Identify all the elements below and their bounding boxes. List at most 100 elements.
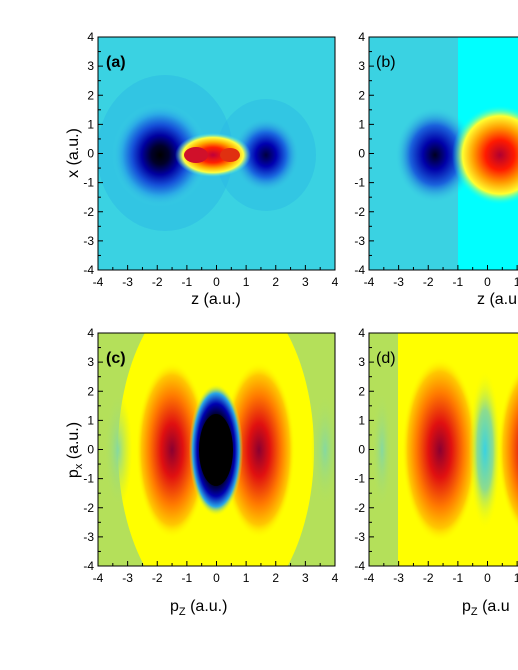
panel-d-xtick-label: -4 (364, 571, 375, 585)
panel-d-axes: -4 -3 -2 -1 0 1 -4 -3 -2 -1 0 1 2 3 4 (354, 326, 518, 585)
panel-c-xlabel-main: p (170, 598, 179, 615)
panel-a-ytick-label: -4 (83, 263, 94, 277)
panel-c-xlabel-sub: Z (179, 606, 186, 618)
panel-a-negative-lobe-right (232, 117, 300, 193)
panel-a-positive-lobe (175, 133, 251, 177)
panel-a-xtick-label: 0 (213, 275, 220, 289)
panel-c-xtick-label: -2 (152, 571, 163, 585)
panel-b-label: (b) (376, 54, 396, 71)
panel-d-ytick-label: 2 (358, 384, 365, 398)
panel-b-ytick-label: 0 (358, 147, 365, 161)
panel-c-xtick-label: -1 (182, 571, 193, 585)
panel-c-xtick-label: 4 (332, 571, 339, 585)
panel-d-weak-lobe-left (372, 390, 392, 510)
panel-c-weak-lobe-left (104, 392, 132, 508)
panel-b-positive-lobe (452, 105, 518, 205)
panel-a-xtick-label: 2 (272, 275, 279, 289)
panel-b: -4 -3 -2 -1 0 1 -4 -3 -2 -1 0 1 2 3 4 (b) z (a.u.) (354, 30, 518, 308)
panel-d-label: (d) (376, 350, 396, 367)
panel-d-xlabel-unit: (a.u (478, 598, 510, 615)
panel-d-ytick-label: 1 (358, 413, 365, 427)
panel-c-ytick-label: 0 (87, 443, 94, 457)
panel-c-ytick-label: 2 (87, 384, 94, 398)
panel-b-ytick-label: -4 (354, 263, 365, 277)
panel-b-ytick-label: -2 (354, 205, 365, 219)
panel-c-xtick-label: -4 (93, 571, 104, 585)
panel-a-label: (a) (106, 54, 126, 71)
panel-c-ylabel-sub: x (73, 463, 85, 469)
panel-d-xtick-label: 1 (514, 571, 518, 585)
panel-c-ytick-label: -1 (83, 472, 94, 486)
panel-c-ytick-label: -2 (83, 501, 94, 515)
panel-a-xtick-label: 1 (243, 275, 250, 289)
panel-c-negative-core (199, 414, 233, 486)
panel-d-positive-lobe-right (498, 369, 518, 531)
panel-a-positive-core-right (220, 148, 240, 162)
panel-a-ylabel: x (a.u.) (65, 128, 82, 178)
panel-a-heatmap (98, 37, 335, 270)
panel-a-xlabel: z (a.u.) (191, 291, 241, 308)
panel-b-ytick-label: 3 (358, 59, 365, 73)
panel-c-xtick-label: 1 (243, 571, 250, 585)
panel-a-ytick-label: -3 (83, 234, 94, 248)
panel-c-xlabel: pZ (a.u.) (170, 598, 227, 618)
panel-c-axes: -4 -3 -2 -1 0 1 2 3 4 -4 -3 -2 -1 0 1 2 3 4 (83, 326, 338, 585)
panel-c-weak-lobe-right (311, 392, 335, 508)
panel-b-heatmap (369, 37, 518, 270)
panel-b-xtick-label: -3 (393, 275, 404, 289)
panel-c-xtick-label: 3 (302, 571, 309, 585)
panel-d-xtick-label: -2 (423, 571, 434, 585)
panel-c-positive-lobe-left (136, 362, 208, 538)
panel-a-ytick-label: -1 (83, 176, 94, 190)
panel-d-xlabel: pZ (a.u (462, 598, 510, 618)
panel-c-xlabel-unit: (a.u.) (186, 598, 228, 615)
panel-a-xtick-label: -3 (122, 275, 133, 289)
panel-d-xlabel-main: p (462, 598, 471, 615)
panel-d-ytick-label: -4 (354, 559, 365, 573)
panel-a-negative-lobe-left (112, 103, 208, 207)
panel-a-xtick-label: -4 (93, 275, 104, 289)
panel-b-xlabel: z (a.u.) (477, 291, 518, 308)
panel-c-ytick-label: -3 (83, 530, 94, 544)
panel-a-ytick-label: 4 (87, 30, 94, 44)
panel-a-axes: -4 -3 -2 -1 0 1 2 3 4 -4 -3 -2 -1 0 1 2 3 4 (83, 30, 338, 289)
panel-c-xtick-label: -3 (122, 571, 133, 585)
panel-b-xtick-label: -2 (423, 275, 434, 289)
panel-c-ytick-label: 1 (87, 413, 94, 427)
panel-a-ytick-label: 0 (87, 147, 94, 161)
panel-d-ytick-label: -1 (354, 472, 365, 486)
panel-c-ytick-label: 4 (87, 326, 94, 340)
panel-b-axes: -4 -3 -2 -1 0 1 -4 -3 -2 -1 0 1 2 3 4 (354, 30, 518, 289)
panel-a-ytick-label: 1 (87, 117, 94, 131)
panel-d-ytick-label: 4 (358, 326, 365, 340)
panel-d-positive-lobe-left (402, 358, 478, 542)
panel-c-xtick-label: 0 (213, 571, 220, 585)
panel-d-xlabel-sub: Z (471, 606, 478, 618)
panel-b-xtick-label: -1 (453, 275, 464, 289)
panel-d-ytick-label: 0 (358, 443, 365, 457)
panel-a-xtick-label: 4 (332, 275, 339, 289)
panel-c-ytick-label: 3 (87, 355, 94, 369)
panel-c-ytick-label: -4 (83, 559, 94, 573)
panel-b-ytick-label: 1 (358, 117, 365, 131)
panel-d-xtick-label: -1 (453, 571, 464, 585)
panel-a-xtick-label: -1 (182, 275, 193, 289)
panel-b-ytick-label: -1 (354, 176, 365, 190)
panel-d-heatmap (369, 333, 518, 566)
panel-d-xtick-label: -3 (393, 571, 404, 585)
panel-b-ytick-label: 2 (358, 88, 365, 102)
panel-d-xtick-label: 0 (484, 571, 491, 585)
panel-c-ylabel-main: p (65, 469, 82, 478)
panel-a-ytick-label: -2 (83, 205, 94, 219)
panel-b-xtick-label: -4 (364, 275, 375, 289)
panel-b-xtick-label: 0 (484, 275, 491, 289)
panel-a-positive-core-left (184, 147, 208, 163)
panel-b-xtick-label: 1 (514, 275, 518, 289)
panel-b-negative-lobe (395, 107, 475, 203)
panel-d-ytick-label: 3 (358, 355, 365, 369)
panel-d-ytick-label: -3 (354, 530, 365, 544)
panel-b-ytick-label: -3 (354, 234, 365, 248)
